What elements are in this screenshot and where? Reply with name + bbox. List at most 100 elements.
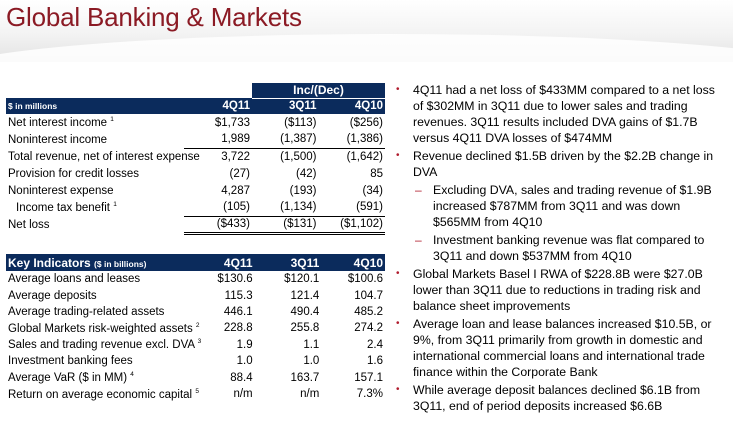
table-cell: 163.7 (290, 371, 320, 384)
commentary-bullets: • 4Q11 had a net loss of $433MM compared … (393, 82, 727, 416)
background-swoosh (0, 34, 733, 62)
table-cell: (1,500) (280, 150, 317, 163)
bullet-icon: • (396, 268, 400, 279)
table-row: Average trading-related assets 446.1 490… (6, 304, 385, 320)
dash-icon: – (415, 233, 422, 247)
bullet-text: Investment banking revenue was flat comp… (433, 233, 705, 263)
table-header-row: Key Indicators ($ in billions) 4Q11 3Q11… (6, 254, 385, 271)
table-cell: 157.1 (354, 371, 383, 384)
bullet-text: While average deposit balances declined … (413, 383, 701, 413)
row-label: Provision for credit losses (8, 167, 140, 180)
inc-dec-header: Inc/(Dec) (252, 83, 385, 99)
table-cell: 1,989 (184, 131, 252, 149)
table-cell: 1.0 (303, 355, 320, 368)
table-cell: ($1,102) (318, 216, 385, 235)
table-cell: 104.7 (354, 289, 383, 302)
table-group-header-row: Inc/(Dec) (6, 83, 385, 99)
kpi-header-unit: ($ in billions) (94, 258, 147, 269)
unit-label: $ in millions (8, 101, 58, 111)
bullet-text: 4Q11 had a net loss of $433MM compared t… (413, 83, 715, 145)
table-cell: ($113) (284, 116, 317, 129)
table-cell: 2.4 (367, 338, 383, 351)
dash-icon: – (415, 183, 422, 197)
table-cell: (27) (229, 167, 250, 180)
table-cell: 1.0 (236, 355, 253, 368)
row-label: Average trading-related assets (8, 305, 165, 318)
row-label: Average loans and leases (8, 273, 141, 286)
row-label: Net loss (8, 218, 50, 231)
bullet-text: Excluding DVA, sales and trading revenue… (433, 183, 712, 229)
table-row: Average deposits 115.3 121.4 104.7 (6, 287, 385, 303)
table-cell: 274.2 (354, 322, 383, 335)
row-label: Noninterest income (8, 133, 108, 146)
table-cell: 115.3 (224, 289, 253, 302)
table-cell: 85 (370, 167, 383, 180)
table-cell: (34) (362, 184, 383, 197)
table-cell: 121.4 (290, 289, 320, 302)
footnote-marker: 5 (195, 387, 199, 395)
table-cell: 7.3% (356, 387, 383, 400)
table-cell: (591) (318, 199, 385, 217)
title-band: Global Banking & Markets (0, 0, 733, 62)
table-header-row: $ in millions 4Q11 3Q11 4Q10 (6, 98, 385, 114)
table-row: Noninterest income 1,989 (1,387) (1,386) (6, 131, 385, 149)
row-label: Return on average economic capital (8, 388, 193, 401)
bullet-item: • Global Markets Basel I RWA of $228.8B w… (393, 266, 727, 314)
row-label: Sales and trading revenue excl. DVA (8, 339, 195, 352)
row-label: Average VaR ($ in MM) (8, 371, 128, 384)
row-label: Investment banking fees (8, 355, 133, 368)
bullet-text: Global Markets Basel I RWA of $228.8B we… (413, 267, 703, 313)
table-cell: (105) (184, 199, 252, 217)
column-header: 4Q10 (354, 100, 383, 113)
table-cell: 255.8 (290, 322, 320, 335)
table-row: Investment banking fees 1.0 1.0 1.6 (6, 353, 385, 369)
table-cell: ($131) (252, 216, 319, 235)
row-label: Total revenue, net of interest expense (8, 150, 200, 163)
table-cell: 1.1 (303, 338, 320, 351)
bullet-icon: • (396, 150, 400, 161)
table-cell: 88.4 (230, 371, 253, 384)
table-row: Average loans and leases $130.6 $120.1 $… (6, 271, 385, 287)
page-title: Global Banking & Markets (6, 2, 302, 32)
table-cell: (1,642) (346, 150, 383, 163)
table-row: Average VaR ($ in MM) 4 88.4 163.7 157.1 (6, 369, 385, 385)
table-cell: 228.8 (223, 322, 253, 335)
table-cell: 490.4 (290, 305, 320, 318)
bullet-item: • 4Q11 had a net loss of $433MM compared … (393, 82, 727, 146)
footnote-marker: 3 (197, 338, 202, 346)
table-cell: (1,134) (252, 199, 319, 217)
table-row: Provision for credit losses (27) (42) 85 (6, 165, 385, 182)
table-cell: 3,722 (221, 150, 250, 163)
table-row: Income tax benefit 1 (105) (1,134) (591) (6, 199, 385, 217)
table-row: Noninterest expense 4,287 (193) (34) (6, 182, 385, 199)
bullet-icon: • (396, 84, 400, 95)
footnote-marker: 1 (110, 116, 114, 124)
bullet-item: • Revenue declined $1.5B driven by the $2… (393, 148, 727, 180)
row-label: Average deposits (8, 289, 97, 302)
column-header: 3Q11 (290, 255, 320, 270)
footnote-marker: 4 (130, 371, 134, 379)
row-label: Income tax benefit (16, 201, 110, 214)
bullet-icon: • (396, 384, 400, 395)
table-row: Net loss ($433) ($131) ($1,102) (6, 216, 385, 235)
bullet-text: Revenue declined $1.5B driven by the $2.… (413, 149, 714, 179)
bullet-text: Average loan and lease balances increase… (413, 317, 712, 379)
column-header: 4Q10 (353, 255, 383, 270)
table-cell: 1.9 (236, 338, 253, 351)
table-cell: ($256) (349, 116, 383, 129)
table-row: Global Markets risk-weighted assets 2 22… (6, 320, 385, 336)
footnote-marker: 1 (113, 201, 117, 209)
financial-summary-table: Inc/(Dec) $ in millions 4Q11 3Q11 4Q10 N… (6, 83, 385, 235)
table-row: Net interest income 1 $1,733 ($113) ($25… (6, 114, 385, 131)
table-cell: (1,386) (318, 131, 385, 149)
key-indicators-table: Key Indicators ($ in billions) 4Q11 3Q11… (6, 254, 385, 402)
footnote-marker: 2 (195, 321, 200, 329)
kpi-header-label: Key Indicators (8, 255, 91, 270)
bullet-item: • While average deposit balances declined… (393, 382, 727, 414)
table-row: Total revenue, net of interest expense 3… (6, 148, 385, 165)
row-label: Global Markets risk-weighted assets (8, 322, 193, 335)
table-row: Return on average economic capital 5 n/m… (6, 386, 385, 402)
table-cell: $120.1 (284, 273, 320, 286)
table-cell: 446.1 (223, 305, 253, 318)
table-cell: (1,387) (252, 131, 319, 149)
